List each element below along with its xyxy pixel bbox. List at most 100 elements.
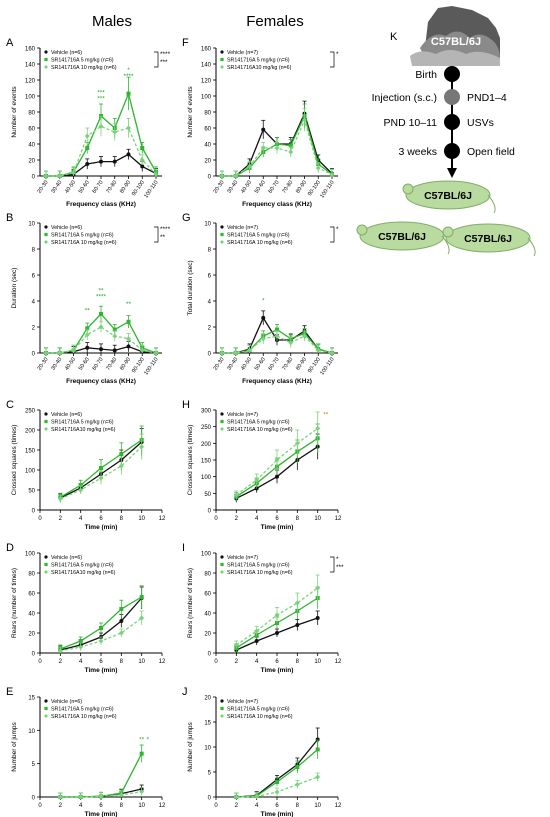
- legend-entry: SR141716A 5 mg/kg (n=6): [51, 58, 114, 64]
- chart-panel-h: H 0 50 100 150 200 250 300 0 2 4 6 8 10 12 Time (min) Cr…: [182, 399, 342, 531]
- data-point: [71, 347, 76, 353]
- significance-annotation: **: [323, 411, 329, 418]
- data-point: [315, 616, 320, 620]
- x-tick-label: 6: [275, 516, 279, 522]
- significance-label: *: [336, 556, 339, 563]
- legend-marker: [44, 225, 48, 229]
- y-axis-label: Duration (sec): [11, 268, 18, 309]
- x-tick-label: 2: [235, 659, 239, 665]
- data-point: [112, 333, 118, 339]
- data-point: [247, 163, 252, 169]
- dam-strain-label: C57BL/6J: [431, 36, 481, 48]
- data-point: [112, 159, 117, 164]
- data-point: [78, 483, 83, 488]
- legend-entry: Vehicle (n=7): [227, 412, 258, 418]
- data-point: [126, 344, 131, 349]
- y-tick-label: 4: [208, 300, 212, 306]
- x-axis-label: Time (min): [85, 667, 118, 674]
- data-point: [118, 630, 124, 636]
- x-tick-label: 40-50: [240, 357, 253, 372]
- legend-entry: SR141716A 5 mg/kg (n=6): [227, 58, 290, 64]
- x-tick-label: 8: [120, 516, 124, 522]
- data-point: [254, 794, 260, 799]
- x-tick-label: 6: [275, 659, 279, 665]
- data-point: [112, 327, 117, 332]
- significance-annotation: ***: [97, 90, 105, 97]
- data-point: [288, 149, 294, 155]
- data-point: [275, 621, 279, 625]
- y-tick-label: 250: [25, 409, 36, 415]
- legend-entry: Vehicle (n=6): [51, 50, 82, 56]
- significance-annotation: *: [127, 67, 130, 74]
- legend-marker: [44, 240, 48, 244]
- y-tick-label: 100: [201, 475, 212, 481]
- legend-marker: [44, 570, 48, 574]
- y-tick-label: 140: [201, 63, 212, 69]
- x-tick-label: 6: [275, 803, 279, 809]
- x-tick-label: 30-40: [226, 180, 239, 195]
- x-tick-label: 0: [214, 803, 218, 809]
- timeline-arrowhead: [447, 168, 457, 178]
- x-tick-label: 8: [296, 659, 300, 665]
- legend-marker: [220, 240, 224, 244]
- data-point: [78, 794, 84, 800]
- data-point: [315, 774, 321, 780]
- panel-letter: H: [182, 399, 190, 411]
- x-tick-label: 12: [159, 803, 166, 809]
- y-tick-label: 300: [201, 409, 212, 415]
- x-tick-label: 80-90: [119, 180, 132, 195]
- y-tick-label: 5: [32, 762, 36, 768]
- x-tick-label: 10: [138, 516, 145, 522]
- x-tick-label: 60-70: [268, 180, 281, 195]
- x-tick-label: 30-40: [50, 180, 63, 195]
- data-point: [294, 782, 300, 787]
- x-tick-label: 12: [159, 659, 166, 665]
- panel-letter: C: [6, 399, 14, 411]
- y-tick-label: 40: [204, 143, 211, 149]
- y-tick-label: 2: [208, 326, 212, 332]
- y-axis-label: Total duration (sec): [187, 260, 194, 315]
- y-axis-label: Rears (number of times): [187, 568, 194, 638]
- legend-entry: SR141716A 10 mg/kg (n=6): [227, 240, 293, 246]
- legend-entry: Vehicle (n=6): [51, 699, 82, 705]
- data-point: [274, 145, 280, 151]
- pup-tail: [441, 235, 450, 255]
- timeline-right-label: PND1–4: [467, 92, 507, 104]
- legend-entry: SR141716A 10 mg/kg (n=6): [227, 427, 293, 433]
- x-tick-label: 6: [99, 803, 103, 809]
- y-tick-label: 40: [28, 612, 35, 618]
- pup-ear: [442, 226, 454, 238]
- y-tick-label: 160: [201, 47, 212, 53]
- legend-marker: [44, 706, 48, 711]
- data-point: [119, 607, 124, 611]
- chart-panel-a: A 0 20 40 60 80 100 120 140 160 20-30 30-40 40-50 50-…: [6, 37, 171, 208]
- y-tick-label: 140: [25, 63, 36, 69]
- data-point: [233, 492, 239, 498]
- data-point: [219, 173, 225, 179]
- panel-letter: I: [182, 542, 185, 554]
- x-axis-label: Time (min): [261, 667, 294, 674]
- y-tick-label: 0: [32, 796, 36, 802]
- data-point: [99, 466, 103, 470]
- y-tick-label: 20: [204, 159, 211, 165]
- data-point: [288, 143, 293, 148]
- data-point: [98, 475, 104, 481]
- x-tick-label: 0: [214, 516, 218, 522]
- x-tick-label: 100-110: [319, 357, 335, 377]
- significance-label: ****: [160, 51, 171, 58]
- x-tick-label: 0: [38, 516, 42, 522]
- timeline-node: [444, 89, 460, 105]
- x-tick-label: 12: [159, 516, 166, 522]
- legend-entry: SR141716A 10 mg/kg (n=6): [51, 65, 117, 71]
- legend-marker: [44, 232, 48, 237]
- data-point: [233, 350, 239, 356]
- y-tick-label: 100: [25, 469, 36, 475]
- data-point: [99, 312, 103, 316]
- legend-entry: SR141716A10 mg/kg (n=6): [51, 570, 116, 576]
- pup-mouse: C57BL/6J: [402, 180, 496, 214]
- pup-body: [445, 223, 531, 253]
- y-tick-label: 60: [204, 127, 211, 133]
- pup-strain-label: C57BL/6J: [424, 190, 472, 202]
- data-point: [43, 173, 49, 179]
- x-tick-label: 4: [255, 659, 259, 665]
